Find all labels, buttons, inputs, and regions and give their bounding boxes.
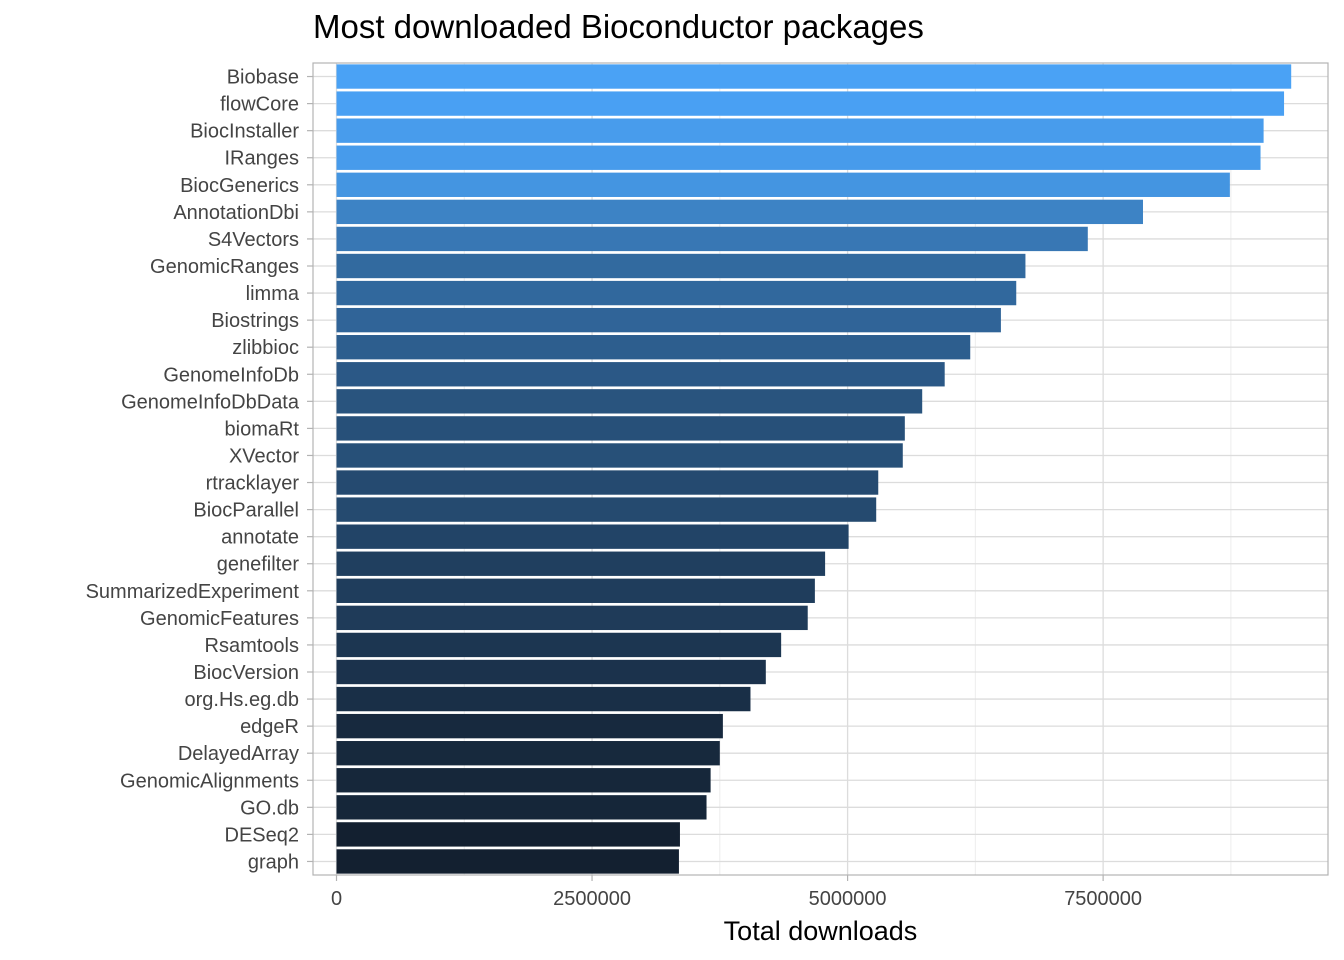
bar-graph bbox=[336, 849, 679, 874]
bar-SummarizedExperiment bbox=[336, 578, 815, 603]
x-tick-label: 5000000 bbox=[809, 888, 887, 910]
y-tick-label: Biobase bbox=[227, 67, 299, 89]
bar-zlibbioc bbox=[336, 335, 971, 360]
bar-Rsamtools bbox=[336, 632, 782, 658]
bar-Biostrings bbox=[336, 307, 1001, 333]
bar-flowCore bbox=[336, 91, 1285, 116]
y-tick-label: annotate bbox=[221, 527, 299, 549]
x-tick-label: 2500000 bbox=[553, 888, 631, 910]
x-tick-label: 7500000 bbox=[1064, 888, 1142, 910]
bar-GenomicRanges bbox=[336, 253, 1026, 279]
bar-GenomicFeatures bbox=[336, 605, 808, 631]
y-tick-label: GenomicAlignments bbox=[120, 770, 299, 792]
y-tick-label: edgeR bbox=[240, 716, 299, 738]
bar-limma bbox=[336, 280, 1017, 306]
y-tick-label: Rsamtools bbox=[205, 635, 299, 657]
y-tick-label: Biostrings bbox=[211, 310, 299, 332]
bar-GenomicAlignments bbox=[336, 768, 711, 793]
y-tick-label: org.Hs.eg.db bbox=[184, 689, 299, 711]
bar-GenomeInfoDb bbox=[336, 362, 945, 387]
y-tick-label: flowCore bbox=[220, 94, 299, 116]
y-tick-label: BiocGenerics bbox=[180, 175, 299, 197]
bar-DESeq2 bbox=[336, 822, 680, 847]
y-tick-label: DESeq2 bbox=[225, 824, 300, 846]
bar-annotate bbox=[336, 524, 849, 549]
bar-XVector bbox=[336, 443, 903, 468]
bar-edgeR bbox=[336, 713, 723, 739]
y-tick-label: genefilter bbox=[217, 554, 300, 576]
y-tick-label: GenomeInfoDbData bbox=[121, 391, 300, 413]
bar-BiocParallel bbox=[336, 497, 877, 522]
bar-rtracklayer bbox=[336, 470, 879, 495]
panel-border bbox=[312, 62, 1329, 876]
bar-GO.db bbox=[336, 795, 707, 820]
y-tick-label: AnnotationDbi bbox=[173, 202, 299, 224]
bar-org.Hs.eg.db bbox=[336, 686, 751, 712]
plot-panel bbox=[313, 63, 1328, 875]
y-tick-label: S4Vectors bbox=[208, 229, 299, 251]
bar-AnnotationDbi bbox=[336, 199, 1143, 225]
y-tick-label: GenomicRanges bbox=[150, 256, 299, 278]
bar-genefilter bbox=[336, 551, 826, 576]
bar-IRanges bbox=[336, 145, 1261, 170]
bar-S4Vectors bbox=[336, 226, 1088, 252]
y-tick-label: graph bbox=[248, 851, 299, 873]
y-tick-label: BiocParallel bbox=[193, 500, 299, 522]
bar-BiocGenerics bbox=[336, 172, 1230, 197]
bar-Biobase bbox=[336, 64, 1292, 89]
y-tick-label: GO.db bbox=[240, 797, 299, 819]
y-tick-label: IRanges bbox=[225, 148, 300, 170]
y-tick-label: zlibbioc bbox=[232, 337, 299, 359]
y-tick-label: rtracklayer bbox=[206, 473, 300, 495]
x-tick-label: 0 bbox=[331, 888, 342, 910]
bar-biomaRt bbox=[336, 416, 905, 441]
x-axis-title: Total downloads bbox=[724, 916, 918, 946]
bar-DelayedArray bbox=[336, 741, 720, 766]
y-tick-label: limma bbox=[246, 283, 300, 305]
bar-BiocVersion bbox=[336, 659, 766, 685]
y-tick-label: BiocInstaller bbox=[190, 121, 299, 143]
y-tick-label: GenomeInfoDb bbox=[163, 364, 299, 386]
bar-BiocInstaller bbox=[336, 118, 1264, 143]
y-tick-label: biomaRt bbox=[225, 418, 300, 440]
y-tick-label: XVector bbox=[229, 445, 299, 467]
y-tick-label: BiocVersion bbox=[193, 662, 299, 684]
y-tick-label: GenomicFeatures bbox=[140, 608, 299, 630]
chart-title: Most downloaded Bioconductor packages bbox=[313, 8, 924, 45]
bar-GenomeInfoDbData bbox=[336, 389, 923, 414]
y-tick-label: DelayedArray bbox=[178, 743, 299, 765]
y-tick-label: SummarizedExperiment bbox=[86, 581, 300, 603]
